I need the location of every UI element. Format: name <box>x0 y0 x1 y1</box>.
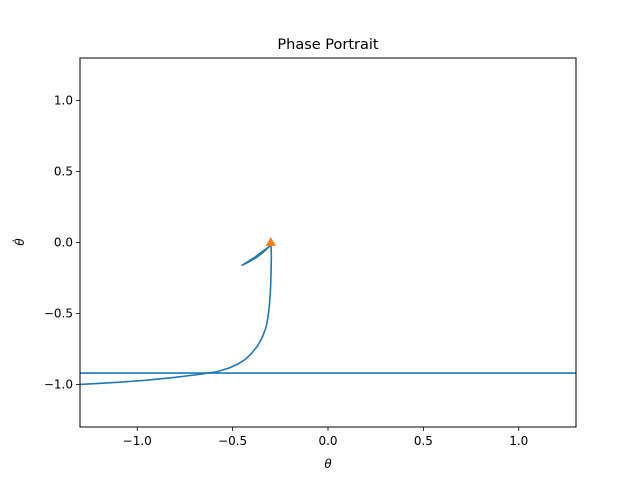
plot-data-layer <box>80 237 576 386</box>
y-axis-ticks: −1.0 −0.5 0.0 0.5 1.0 <box>44 94 80 391</box>
start-point-marker <box>265 237 276 246</box>
x-tick-label: 0.5 <box>414 434 433 448</box>
y-axis-label: θ̇ <box>12 238 27 246</box>
trajectory-line <box>80 242 273 386</box>
y-tick-label: −0.5 <box>44 306 73 320</box>
y-tick-label: 0.0 <box>54 236 73 250</box>
x-tick-label: 0.0 <box>318 434 337 448</box>
y-tick-label: 0.5 <box>54 165 73 179</box>
x-tick-label: −0.5 <box>218 434 247 448</box>
x-tick-label: −1.0 <box>123 434 152 448</box>
x-axis-ticks: −1.0 −0.5 0.0 0.5 1.0 <box>123 427 528 448</box>
x-axis-label: θ <box>324 457 332 471</box>
chart-title: Phase Portrait <box>277 37 379 53</box>
x-tick-label: 1.0 <box>509 434 528 448</box>
y-tick-label: 1.0 <box>54 94 73 108</box>
y-tick-label: −1.0 <box>44 377 73 391</box>
